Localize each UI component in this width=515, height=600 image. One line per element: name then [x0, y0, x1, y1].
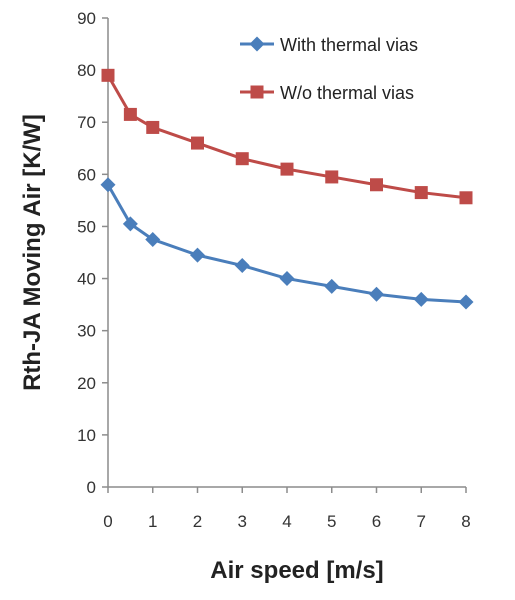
y-tick-label: 0: [87, 478, 96, 497]
legend-label: W/o thermal vias: [280, 83, 414, 103]
data-point: [325, 170, 339, 184]
y-tick-label: 70: [77, 113, 96, 132]
x-tick-label: 2: [193, 512, 202, 531]
data-point: [122, 216, 138, 232]
data-point: [234, 258, 250, 274]
y-tick-label: 30: [77, 322, 96, 341]
data-point: [458, 294, 474, 310]
x-tick-label: 0: [103, 512, 112, 531]
y-tick-label: 20: [77, 374, 96, 393]
data-point: [459, 191, 473, 205]
data-point: [369, 286, 384, 302]
y-tick-label: 60: [77, 165, 96, 184]
data-point: [123, 107, 137, 121]
legend-item-0: With thermal vias: [240, 35, 418, 55]
legend-marker: [250, 85, 264, 99]
series-1: [101, 68, 473, 205]
series-0: [100, 177, 474, 310]
data-point: [324, 278, 340, 294]
x-tick-label: 3: [238, 512, 247, 531]
x-tick-label: 4: [282, 512, 291, 531]
x-axis-title: Air speed [m/s]: [210, 557, 383, 584]
legend-item-1: W/o thermal vias: [240, 83, 414, 103]
y-tick-labels: 0 10 20 30 40 50 60 70 80 90: [77, 9, 96, 497]
x-tick-label: 8: [461, 512, 470, 531]
series-line: [106, 74, 467, 200]
y-tick-label: 50: [77, 217, 96, 236]
y-tick-label: 10: [77, 426, 96, 445]
series-group: [100, 68, 474, 310]
axes: [102, 17, 467, 493]
y-tick-label: 40: [77, 270, 96, 289]
x-tick-label: 7: [417, 512, 426, 531]
x-tick-labels: 0 1 2 3 4 5 6 7 8: [103, 512, 470, 531]
series-line: [106, 184, 467, 304]
data-point: [413, 291, 429, 307]
data-point: [235, 152, 249, 166]
x-tick-label: 5: [327, 512, 336, 531]
legend: With thermal vias W/o thermal vias: [240, 35, 418, 103]
data-point: [414, 186, 428, 200]
data-point: [191, 136, 204, 150]
y-tick-label: 80: [77, 61, 96, 80]
data-point: [101, 68, 115, 82]
data-point: [280, 162, 294, 176]
legend-marker: [249, 36, 265, 52]
y-tick-label: 90: [77, 9, 96, 28]
data-point: [146, 120, 160, 134]
data-point: [145, 231, 161, 247]
x-tick-label: 6: [372, 512, 381, 531]
data-point: [190, 247, 205, 263]
x-tick-label: 1: [148, 512, 157, 531]
legend-label: With thermal vias: [280, 35, 418, 55]
y-axis-title: Rth-JA Moving Air [K/W]: [19, 114, 46, 391]
data-point: [370, 178, 383, 192]
data-point: [100, 177, 116, 193]
data-point: [279, 271, 295, 287]
